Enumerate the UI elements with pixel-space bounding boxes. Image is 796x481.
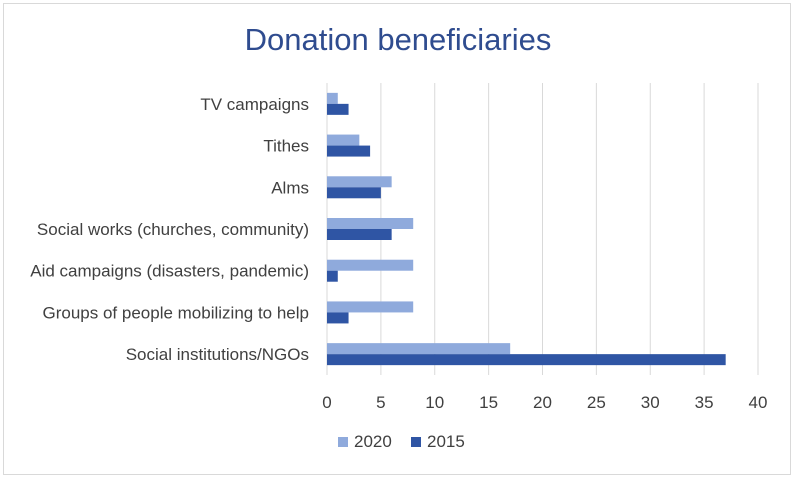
gridlines <box>326 83 759 375</box>
x-tick-label: 40 <box>749 393 768 412</box>
chart-frame <box>3 3 791 475</box>
bars <box>327 92 726 366</box>
bar-2020 <box>327 259 414 271</box>
category-label: Aid campaigns (disasters, pandemic) <box>30 262 309 281</box>
x-tick-label: 25 <box>587 393 606 412</box>
x-tick-label: 20 <box>533 393 552 412</box>
x-tick-label: 15 <box>479 393 498 412</box>
category-label: Tithes <box>263 137 309 156</box>
bar-2015 <box>327 187 381 199</box>
bar-2020 <box>327 218 414 229</box>
bar-2015 <box>327 270 338 282</box>
bar-2020 <box>327 92 338 104</box>
bar-2015 <box>327 103 349 115</box>
legend-swatch-2020 <box>338 437 348 447</box>
chart-title: Donation beneficiaries <box>245 22 552 57</box>
category-label: Social institutions/NGOs <box>126 345 309 364</box>
bar-2020 <box>327 134 360 146</box>
bar-2015 <box>327 354 726 366</box>
category-label: Alms <box>271 178 309 197</box>
legend: 2020 2015 <box>338 432 465 451</box>
legend-label-2020: 2020 <box>354 432 392 451</box>
x-tick-label: 0 <box>322 393 331 412</box>
bar-2020 <box>327 301 414 313</box>
bar-2020 <box>327 176 392 188</box>
bar-2020 <box>327 343 511 355</box>
bar-2015 <box>327 229 392 240</box>
x-tick-label: 35 <box>695 393 714 412</box>
category-label: Groups of people mobilizing to help <box>43 303 310 322</box>
x-tick-label: 5 <box>376 393 385 412</box>
category-labels: TV campaigns Tithes Alms Social works (chur… <box>30 95 309 364</box>
x-tick-label: 30 <box>641 393 660 412</box>
category-label: Social works (churches, community) <box>37 220 309 239</box>
legend-swatch-2015 <box>411 437 421 447</box>
x-tick-label: 10 <box>425 393 444 412</box>
bar-2015 <box>327 312 349 324</box>
legend-label-2015: 2015 <box>427 432 465 451</box>
bar-2015 <box>327 145 371 157</box>
category-label: TV campaigns <box>200 95 309 114</box>
x-tick-labels: 0 5 10 15 20 25 30 35 40 <box>322 393 767 412</box>
